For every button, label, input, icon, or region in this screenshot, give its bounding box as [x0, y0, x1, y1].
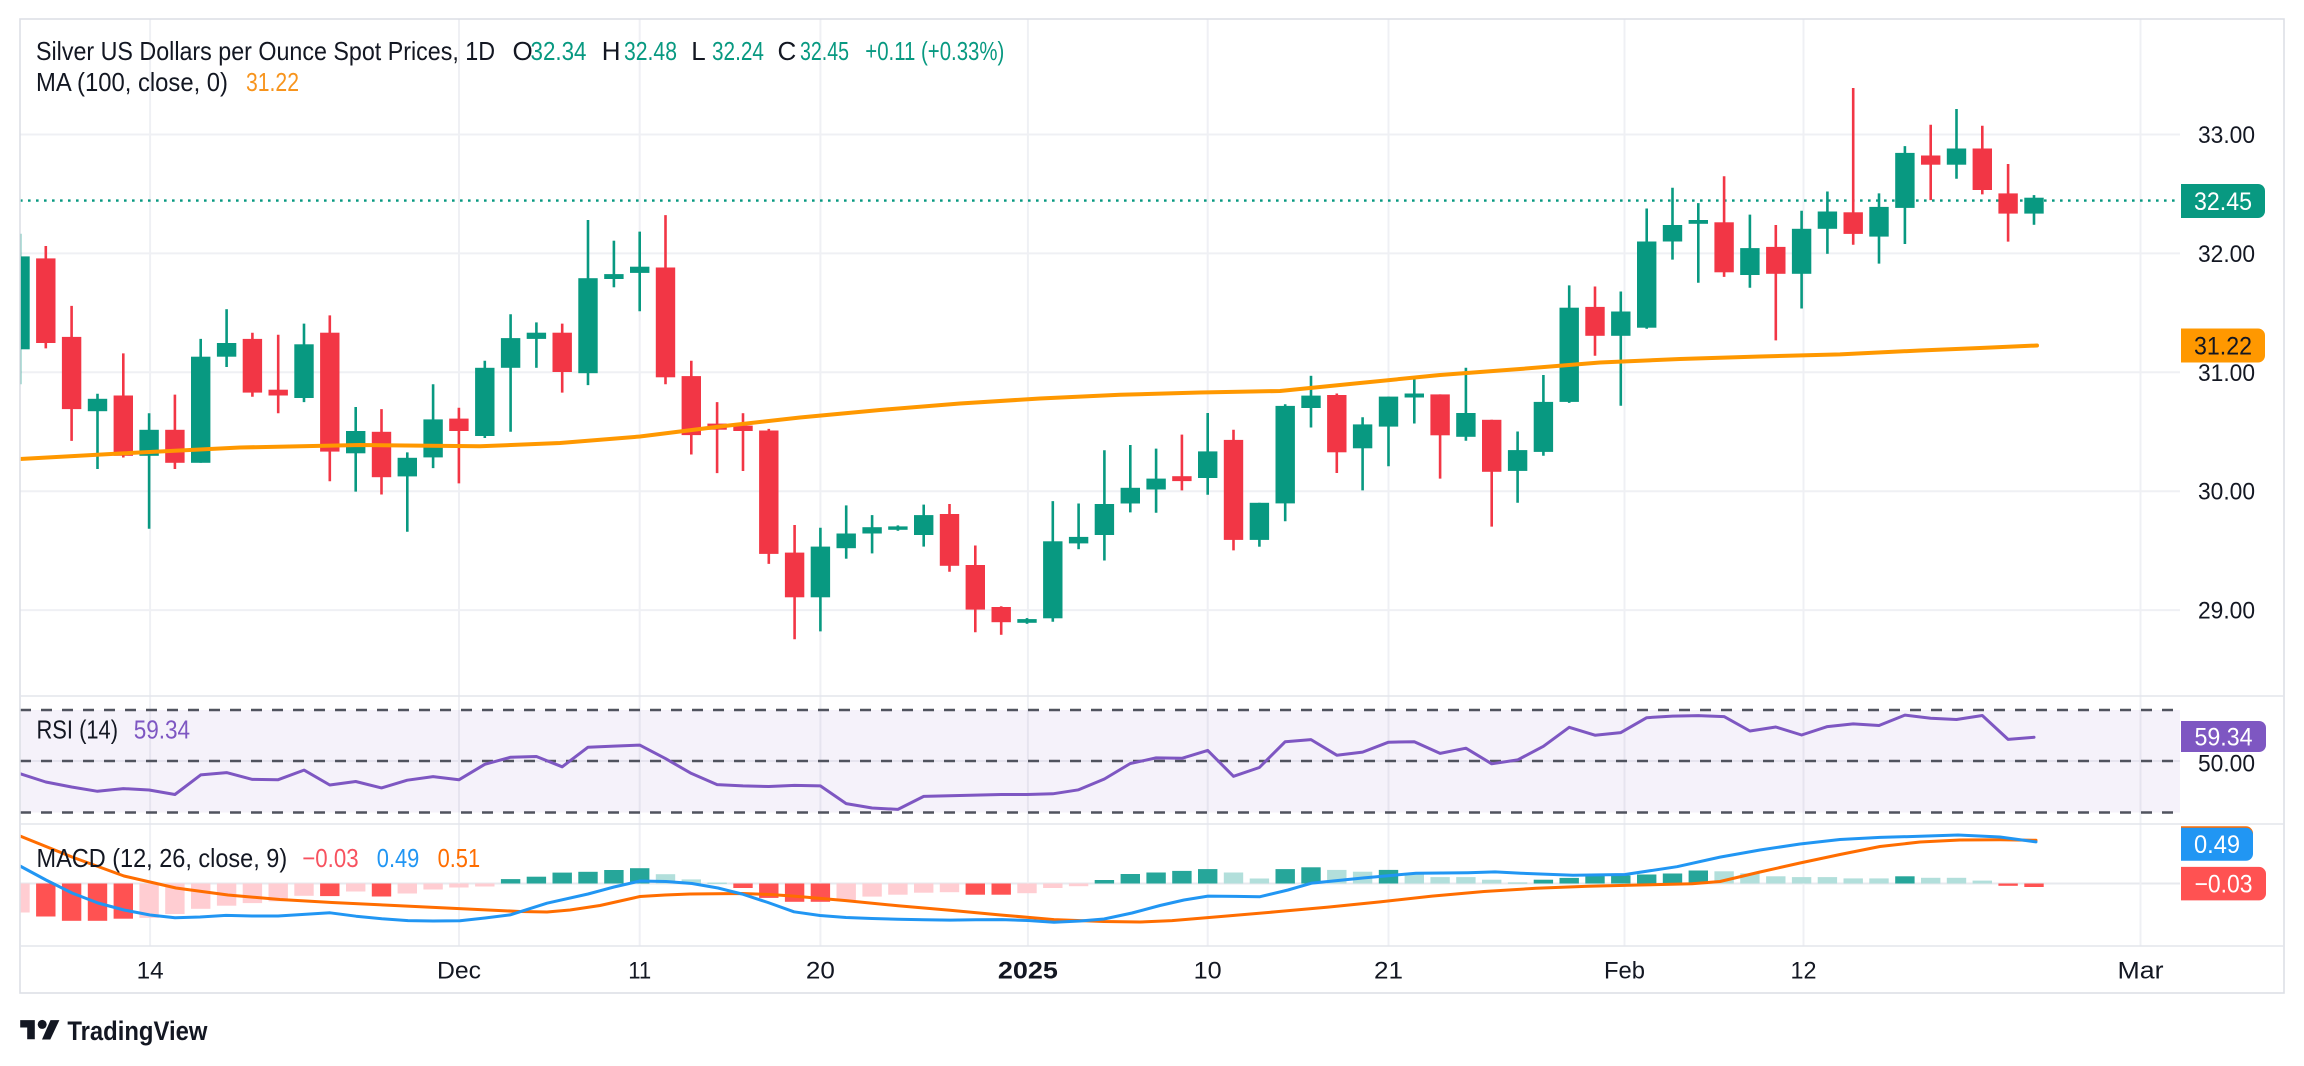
svg-text:33.00: 33.00: [2198, 122, 2255, 149]
svg-text:H: H: [602, 36, 621, 66]
svg-text:32.48: 32.48: [624, 36, 677, 66]
svg-text:MA (100, close, 0): MA (100, close, 0): [36, 67, 228, 97]
svg-text:−0.03: −0.03: [2195, 870, 2253, 898]
svg-text:L: L: [691, 36, 705, 66]
svg-text:21: 21: [1374, 958, 1403, 985]
svg-text:TradingView: TradingView: [67, 1016, 208, 1046]
svg-text:0.49: 0.49: [2194, 831, 2240, 859]
svg-text:C: C: [778, 36, 797, 66]
svg-text:−0.03: −0.03: [302, 843, 358, 873]
svg-text:50.00: 50.00: [2198, 750, 2255, 777]
svg-text:0.49: 0.49: [377, 843, 420, 873]
svg-text:+0.11 (+0.33%): +0.11 (+0.33%): [865, 36, 1004, 66]
svg-text:11: 11: [628, 958, 651, 985]
svg-text:MACD (12, 26, close, 9): MACD (12, 26, close, 9): [37, 843, 288, 873]
svg-text:Feb: Feb: [1604, 958, 1645, 985]
svg-text:2025: 2025: [998, 958, 1058, 985]
svg-text:RSI (14): RSI (14): [37, 715, 119, 745]
svg-text:20: 20: [806, 958, 835, 985]
svg-text:32.24: 32.24: [712, 36, 764, 66]
svg-text:59.34: 59.34: [2195, 723, 2253, 751]
svg-text:32.45: 32.45: [800, 36, 849, 66]
svg-text:32.00: 32.00: [2198, 241, 2255, 268]
svg-text:59.34: 59.34: [134, 715, 190, 745]
svg-text:32.34: 32.34: [531, 36, 587, 66]
svg-text:12: 12: [1791, 958, 1817, 985]
svg-text:Dec: Dec: [437, 958, 481, 985]
svg-text:31.00: 31.00: [2198, 360, 2255, 387]
svg-text:14: 14: [137, 958, 164, 985]
svg-text:31.22: 31.22: [246, 67, 299, 97]
svg-text:29.00: 29.00: [2198, 598, 2255, 625]
svg-text:32.45: 32.45: [2194, 188, 2252, 216]
svg-text:31.22: 31.22: [2194, 332, 2252, 360]
svg-text:0.51: 0.51: [438, 843, 481, 873]
svg-text:Silver US Dollars per Ounce Sp: Silver US Dollars per Ounce Spot Prices,…: [36, 36, 495, 66]
svg-text:10: 10: [1194, 958, 1222, 985]
svg-text:30.00: 30.00: [2198, 479, 2255, 506]
svg-text:O: O: [513, 36, 533, 66]
svg-text:Mar: Mar: [2118, 958, 2164, 985]
